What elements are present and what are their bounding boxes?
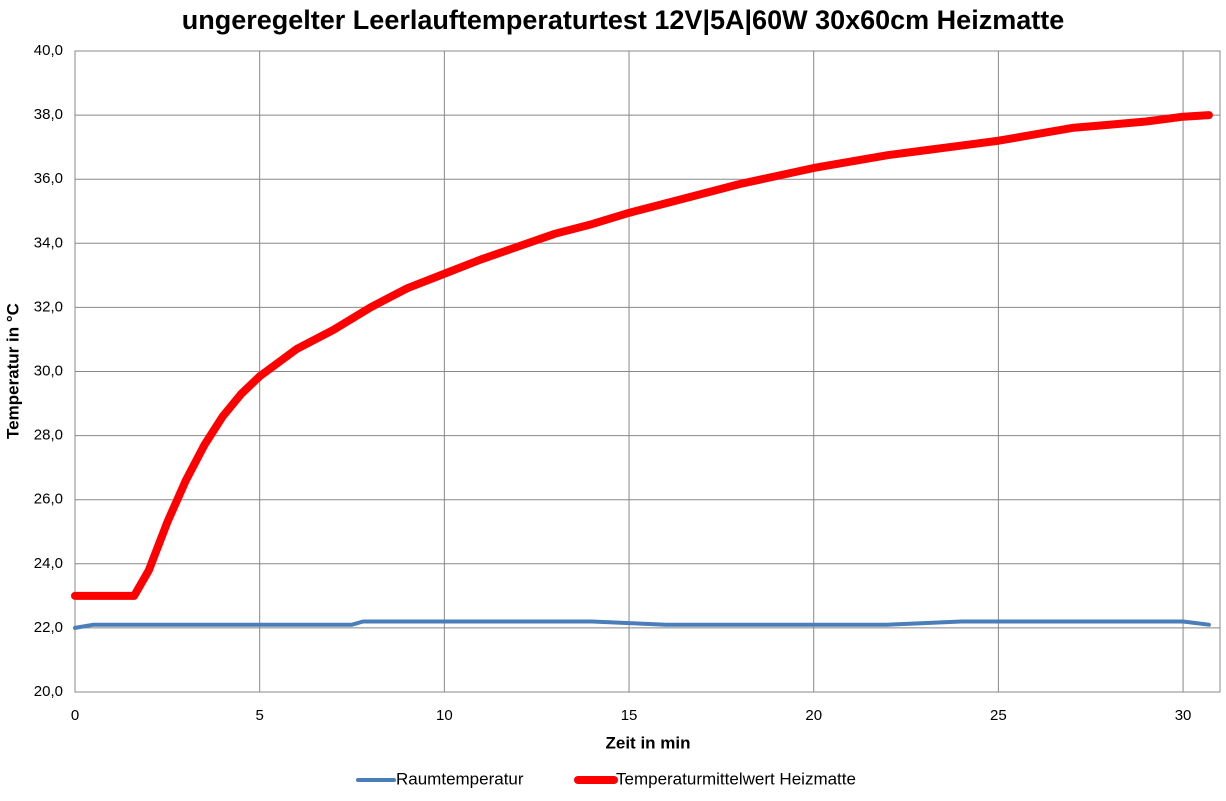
y-tick-label: 26,0 — [34, 491, 63, 508]
x-axis-label: Zeit in min — [606, 733, 691, 752]
x-tick-label: 20 — [805, 707, 822, 724]
y-tick-label: 32,0 — [34, 298, 63, 315]
y-tick-label: 40,0 — [34, 42, 63, 59]
y-tick-label: 34,0 — [34, 234, 63, 251]
data-line — [73, 619, 1211, 630]
x-tick-label: 10 — [436, 707, 453, 724]
y-tick-label: 24,0 — [34, 555, 63, 572]
legend-label: Temperaturmittelwert Heizmatte — [616, 769, 856, 788]
y-tick-label: 30,0 — [34, 362, 63, 379]
y-tick-label: 20,0 — [34, 683, 63, 700]
plot-border — [74, 50, 1221, 693]
y-tick-label: 28,0 — [34, 427, 63, 444]
y-tick-label: 22,0 — [34, 619, 63, 636]
data-line — [71, 111, 1213, 600]
y-tick-label: 36,0 — [34, 170, 63, 187]
x-tick-label: 15 — [621, 707, 638, 724]
y-axis-label: Temperatur in °C — [3, 303, 22, 439]
chart-title: ungeregelter Leerlauftemperaturtest 12V|… — [182, 5, 1064, 35]
legend-label: Raumtemperatur — [396, 769, 524, 788]
x-tick-label: 25 — [990, 707, 1007, 724]
x-tick-label: 30 — [1175, 707, 1192, 724]
x-tick-label: 5 — [256, 707, 264, 724]
x-tick-label: 0 — [71, 707, 79, 724]
y-tick-label: 38,0 — [34, 106, 63, 123]
